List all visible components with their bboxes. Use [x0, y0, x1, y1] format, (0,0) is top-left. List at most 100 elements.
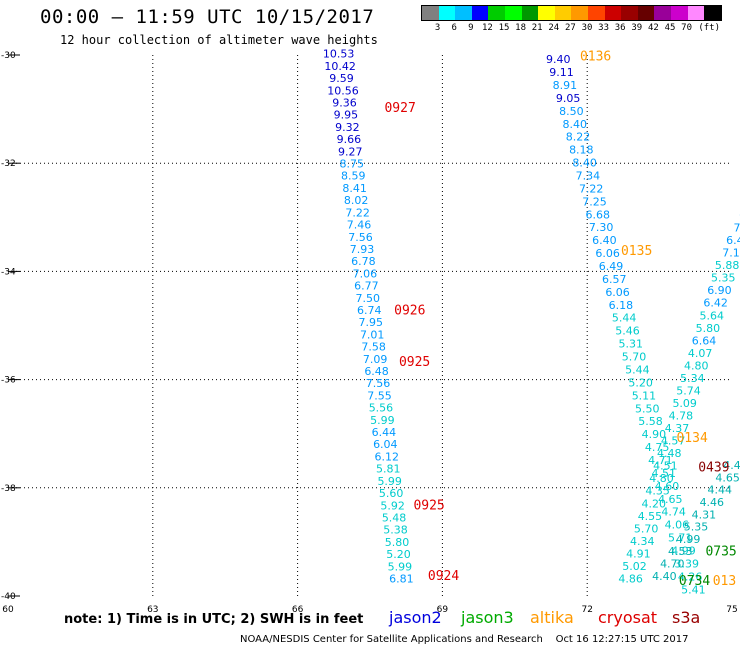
wave-height-value: 6.78 [351, 255, 376, 268]
pass-time-label: 0439 [698, 461, 729, 476]
wave-height-value: 7.22 [579, 182, 604, 195]
wave-height-value: 5.31 [619, 338, 644, 351]
wave-height-value: 6.49 [599, 260, 624, 273]
x-tick-label: 60 [2, 605, 14, 615]
wave-height-value: 4.91 [626, 547, 651, 560]
wave-height-value: 4.74 [661, 506, 686, 519]
wave-height-value: 7.09 [363, 353, 388, 366]
wave-height-value: 6.42 [703, 297, 728, 310]
wave-height-value: 5.60 [379, 487, 404, 500]
wave-height-value: 5.58 [638, 415, 663, 428]
pass-time-label: 0926 [394, 304, 425, 319]
color-scale-legend: 3 6 9 12 15 18 21 24 27 30 33 36 39 42 45 70 (ft) [421, 5, 722, 37]
legend-swatch [554, 6, 572, 20]
wave-height-value: 7.25 [582, 195, 607, 208]
wave-height-value: 7. [734, 222, 740, 235]
credit-line: NOAA/NESDIS Center for Satellite Applica… [240, 634, 689, 645]
y-tick-label: -30 [1, 51, 16, 61]
satellite-label-altika: altika [530, 608, 574, 627]
legend-label: 24 [548, 23, 560, 33]
wave-height-value: 4.07 [688, 347, 713, 360]
wave-height-value: 10.56 [327, 84, 359, 97]
wave-height-value: 6.06 [595, 247, 620, 260]
wave-height-value: 5.44 [612, 312, 637, 325]
wave-height-value: 6.64 [692, 334, 717, 347]
wave-height-value: 8.91 [553, 79, 578, 92]
wave-height-value: 9.05 [556, 92, 581, 105]
legend-label: 9 [468, 23, 474, 33]
wave-height-value: 4.80 [649, 472, 674, 485]
satellite-label-jason2: jason2 [389, 608, 442, 627]
wave-height-value: 6.4 [726, 234, 740, 247]
wave-height-value: 5.70 [634, 522, 659, 535]
wave-height-value: 4.86 [618, 572, 643, 585]
wave-height-value: 7.46 [347, 219, 372, 232]
wave-height-value: 6.12 [375, 450, 400, 463]
satellite-label-cryosat: cryosat [598, 608, 658, 627]
wave-height-value: 4.51 [651, 467, 676, 480]
wave-height-value: 6.81 [389, 572, 414, 585]
wave-height-value: 5.74 [676, 384, 701, 397]
legend-label: 21 [531, 23, 543, 33]
wave-height-value: 9.36 [332, 97, 357, 110]
legend-label: 27 [564, 23, 576, 33]
wave-height-value: 5.99 [388, 560, 413, 573]
wave-height-value: 4.34 [630, 535, 655, 548]
wave-height-value: 9.27 [338, 145, 363, 158]
legend-swatch [438, 6, 456, 20]
wave-height-value: 4.37 [665, 422, 690, 435]
wave-height-value: 7.06 [353, 267, 378, 280]
wave-height-value: 4.53 [668, 545, 693, 558]
legend-swatch [571, 6, 588, 20]
pass-time-label: 0734 [679, 574, 710, 589]
wave-height-value: 7.1 [722, 247, 740, 260]
wave-height-value: 4.55 [638, 510, 663, 523]
wave-height-value: 5.56 [369, 402, 394, 415]
wave-height-value: 4.31 [692, 508, 717, 521]
wave-height-value: 5.34 [680, 372, 705, 385]
color-scale-labels: 3 6 9 12 15 18 21 24 27 30 33 36 39 42 45 70 (ft) [421, 23, 722, 37]
wave-height-value: 4.48 [723, 459, 740, 472]
map-subtitle: 12 hour collection of altimeter wave hei… [60, 33, 378, 47]
wave-height-value: 7.95 [358, 316, 383, 329]
wave-height-value: 5.46 [615, 325, 640, 338]
wave-height-value: 4.70 [660, 557, 685, 570]
y-tick-label: -38 [1, 484, 16, 494]
wave-height-value: 9.95 [334, 109, 359, 122]
wave-height-value: 9.40 [546, 53, 571, 66]
y-tick-label: -40 [1, 592, 16, 602]
legend-swatch [654, 6, 671, 20]
legend-swatch [538, 6, 555, 20]
wave-height-value: 5.81 [376, 463, 401, 476]
wave-height-value: 4.35 [645, 485, 670, 498]
wave-height-value: 4.80 [684, 359, 709, 372]
wave-height-value: 5.80 [696, 322, 721, 335]
wave-height-value: 5.44 [625, 363, 650, 376]
wave-height-value: 9.66 [337, 133, 362, 146]
wave-height-value: 6.57 [602, 273, 627, 286]
wave-height-value: 7.93 [350, 243, 375, 256]
wave-height-value: 6.77 [354, 280, 379, 293]
wave-height-value: 5.35 [684, 521, 709, 534]
legend-swatch [422, 6, 439, 20]
wave-height-value: 4.48 [657, 447, 682, 460]
wave-height-value: 6.48 [364, 365, 389, 378]
pass-time-label: 013 [713, 574, 736, 589]
legend-label: (ft) [698, 23, 721, 33]
wave-height-value: 5.02 [622, 560, 647, 573]
wave-height-value: 8.75 [340, 158, 365, 171]
legend-label: 6 [451, 23, 457, 33]
wave-height-value: 7.50 [356, 292, 381, 305]
color-scale-bar [421, 5, 722, 21]
wave-height-value: 5.99 [370, 414, 395, 427]
pass-time-label: 0927 [384, 101, 415, 116]
wave-height-value: 5.70 [622, 351, 647, 364]
wave-height-value: 10.53 [323, 48, 355, 61]
wave-height-value: 4.46 [700, 496, 725, 509]
pass-time-label: 0735 [705, 544, 736, 559]
wave-height-value: 6.44 [372, 426, 397, 439]
legend-label: 3 [434, 23, 441, 33]
wave-height-value: 10.42 [324, 60, 356, 73]
wave-height-value: 5.80 [385, 536, 410, 549]
wave-height-value: 7.56 [366, 377, 391, 390]
